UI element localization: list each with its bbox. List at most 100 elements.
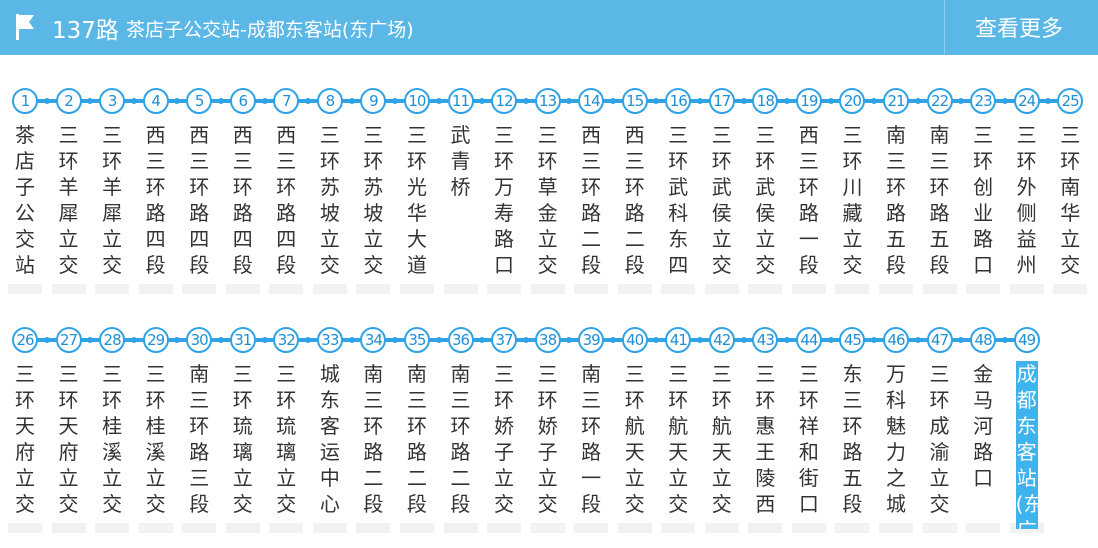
stop-footer [8, 284, 42, 294]
stop-number: 18 [752, 88, 779, 114]
stop-name[interactable]: 成都东客站(东广场) [1015, 361, 1038, 529]
stop-name[interactable]: 三环武侯立交 [755, 123, 776, 277]
stop-name[interactable]: 三环娇子立交 [537, 362, 558, 516]
stop-footer [661, 284, 696, 294]
stop-name[interactable]: 三环羊犀立交 [102, 123, 123, 277]
stop-number: 26 [12, 327, 38, 353]
stop-footer [966, 284, 1001, 294]
stop-footer [225, 523, 260, 533]
stop-number: 36 [447, 327, 474, 353]
more-button[interactable]: 查看更多 [974, 17, 1063, 42]
stop-number: 1 [12, 88, 38, 114]
stop-name[interactable]: 三环苏坡立交 [363, 123, 384, 277]
connector-dot [566, 337, 573, 343]
stop-number: 43 [752, 327, 779, 353]
stop-name[interactable]: 三环祥和街口 [798, 362, 819, 516]
stop-footer [1009, 284, 1044, 294]
stop-name[interactable]: 南三环路二段 [406, 362, 427, 516]
stop-name[interactable]: 三环川藏立交 [842, 123, 863, 277]
connector-dot [261, 98, 268, 104]
stop-name[interactable]: 三环创业路口 [973, 123, 994, 277]
stop-name[interactable]: 东三环路五段 [842, 362, 863, 516]
stop-name[interactable]: 三环琉璃立交 [276, 362, 297, 516]
stop-name[interactable]: 金马河路口 [973, 362, 994, 490]
stop-name[interactable]: 南三环路三段 [189, 362, 210, 516]
stop-name[interactable]: 三环武科东四 [668, 123, 689, 277]
stop-number: 22 [926, 88, 953, 114]
stop-name[interactable]: 武青桥 [450, 123, 471, 199]
stop-name[interactable]: 三环光华大道 [406, 123, 427, 277]
connector-dot [958, 98, 965, 104]
stop-footer [356, 284, 391, 294]
connector-dot [871, 337, 878, 343]
stop-name[interactable]: 南三环路二段 [450, 362, 471, 516]
connector-dot [827, 337, 834, 343]
stop-number: 42 [708, 327, 735, 353]
stop-name[interactable]: 三环航天立交 [711, 362, 732, 516]
connector-dot [653, 98, 660, 104]
stop-name[interactable]: 茶店子公交站 [15, 123, 35, 277]
stop-name[interactable]: 三环惠王陵西 [755, 362, 776, 516]
stop-name[interactable]: 三环武侯立交 [711, 123, 732, 277]
connector-dot [130, 337, 137, 343]
stop-name[interactable]: 南三环路五段 [929, 123, 950, 277]
stop-name[interactable]: 西三环路四段 [232, 123, 253, 277]
stop-number: 48 [970, 327, 997, 353]
stop-number: 31 [229, 327, 256, 353]
connector-dot [914, 98, 921, 104]
stop-number: 15 [621, 88, 648, 114]
connector-dot [914, 337, 921, 343]
stop-number: 35 [403, 327, 430, 353]
stop-footer [399, 284, 434, 294]
stop-number: 19 [795, 88, 822, 114]
stop-name[interactable]: 三环成渝立交 [929, 362, 950, 516]
connector-dot [740, 98, 747, 104]
connector-dot [43, 98, 50, 104]
stop-name[interactable]: 三环琉璃立交 [232, 362, 253, 516]
stop-name[interactable]: 西三环路二段 [624, 123, 645, 277]
connector-dot [217, 337, 224, 343]
stop-name[interactable]: 三环南华立交 [1060, 123, 1081, 277]
stop-number: 17 [708, 88, 735, 114]
stop-name[interactable]: 三环外侧益州 [1016, 123, 1037, 277]
stop-number: 12 [491, 88, 518, 114]
stop-name[interactable]: 西三环路二段 [581, 123, 602, 277]
stop-name[interactable]: 南三环路一段 [581, 362, 602, 516]
stop-footer [879, 523, 913, 533]
stop-footer [748, 284, 783, 294]
connector-dot [87, 337, 94, 343]
connector-dot [217, 98, 224, 104]
stop-name[interactable]: 西三环路一段 [798, 123, 819, 277]
connector-dot [392, 337, 399, 343]
stop-name[interactable]: 西三环路四段 [145, 123, 166, 277]
stop-name[interactable]: 三环天府立交 [15, 362, 35, 516]
connector-dot [653, 337, 660, 343]
stop-footer [748, 523, 783, 533]
stop-name[interactable]: 三环天府立交 [58, 362, 79, 516]
stop-footer [399, 523, 434, 533]
stop-name[interactable]: 西三环路四段 [276, 123, 297, 277]
connector-dot [522, 98, 529, 104]
connector-dot [784, 337, 791, 343]
stop-name[interactable]: 三环桂溪立交 [102, 362, 123, 516]
stop-name[interactable]: 万科魅力之城 [886, 362, 906, 516]
stop-name[interactable]: 三环苏坡立交 [319, 123, 340, 277]
stop-name[interactable]: 城东客运中心 [319, 362, 340, 516]
connector-dot [87, 98, 94, 104]
stop-footer [791, 284, 826, 294]
stop-name[interactable]: 南三环路五段 [886, 123, 906, 277]
connector-dot [609, 337, 616, 343]
stop-name[interactable]: 南三环路二段 [363, 362, 384, 516]
connector-dot [479, 98, 486, 104]
stop-name[interactable]: 三环航天立交 [624, 362, 645, 516]
stop-name[interactable]: 西三环路四段 [189, 123, 210, 277]
stop-name[interactable]: 三环羊犀立交 [58, 123, 79, 277]
stop-name[interactable]: 三环娇子立交 [494, 362, 515, 516]
stop-footer [225, 284, 260, 294]
stop-name[interactable]: 三环航天立交 [668, 362, 689, 516]
stop-name[interactable]: 三环万寿路口 [494, 123, 515, 277]
stop-name[interactable]: 三环桂溪立交 [145, 362, 166, 516]
stop-name[interactable]: 三环草金立交 [537, 123, 558, 277]
stop-footer [356, 523, 391, 533]
